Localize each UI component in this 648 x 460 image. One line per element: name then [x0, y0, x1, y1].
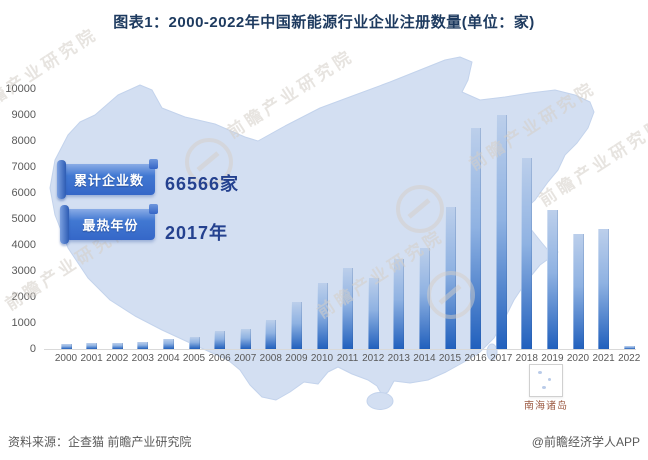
- bar-2015: [444, 207, 456, 349]
- x-tick-2001: 2001: [80, 353, 103, 364]
- y-tick-0: 0: [29, 343, 36, 355]
- bar-2012: [367, 278, 379, 349]
- x-tick-2017: 2017: [490, 353, 513, 364]
- x-tick-2016: 2016: [464, 353, 487, 364]
- x-tick-2009: 2009: [285, 353, 308, 364]
- y-tick-7000: 7000: [11, 161, 36, 173]
- bar-2016: [470, 128, 482, 349]
- bar-2007: [239, 329, 251, 349]
- y-tick-8000: 8000: [11, 135, 36, 147]
- chart-title: 图表1：2000-2022年中国新能源行业企业注册数量(单位：家): [113, 14, 535, 31]
- bar-2005: [188, 337, 200, 349]
- bar-2009: [290, 302, 302, 349]
- x-tick-2022: 2022: [618, 353, 641, 364]
- y-tick-5000: 5000: [11, 213, 36, 225]
- hainan-island: [366, 392, 394, 410]
- x-axis-line: [44, 349, 636, 350]
- x-tick-2000: 2000: [54, 353, 78, 364]
- bar-2017: [495, 115, 507, 349]
- credit-note: @前瞻经济学人APP: [531, 435, 640, 449]
- x-tick-2006: 2006: [208, 353, 231, 364]
- x-tick-2020: 2020: [566, 353, 590, 364]
- bar-2003: [137, 342, 149, 349]
- south-china-sea-label: 南海诸岛: [524, 401, 568, 412]
- x-tick-2004: 2004: [157, 353, 180, 364]
- x-tick-2008: 2008: [259, 353, 282, 364]
- bar-2006: [214, 331, 226, 349]
- hottest-year-ribbon: 最热年份: [60, 204, 158, 244]
- y-tick-10000: 10000: [5, 83, 36, 95]
- cumulative-count-ribbon: 累计企业数: [57, 159, 158, 199]
- y-tick-9000: 9000: [11, 109, 36, 121]
- bar-2001: [86, 343, 98, 349]
- south-china-sea-inset: [529, 364, 563, 397]
- x-tick-2013: 2013: [387, 353, 410, 364]
- bar-2013: [393, 259, 405, 349]
- cumulative-count-value: 66566家: [165, 174, 240, 194]
- y-tick-6000: 6000: [11, 187, 36, 199]
- bar-2019: [546, 210, 558, 349]
- y-tick-2000: 2000: [11, 291, 36, 303]
- bar-2021: [598, 229, 610, 349]
- data-source-note: 资料来源：企查猫 前瞻产业研究院: [8, 435, 192, 449]
- x-tick-2010: 2010: [310, 353, 334, 364]
- bar-2014: [418, 248, 430, 349]
- bar-2000: [60, 344, 72, 349]
- x-tick-2007: 2007: [234, 353, 257, 364]
- x-tick-2005: 2005: [182, 353, 206, 364]
- bar-2008: [265, 320, 277, 349]
- hottest-year-value: 2017年: [165, 223, 229, 243]
- x-tick-2011: 2011: [336, 353, 359, 364]
- x-tick-2018: 2018: [515, 353, 538, 364]
- bar-2011: [342, 268, 354, 349]
- cumulative-count-label: 累计企业数: [73, 173, 144, 188]
- x-tick-2002: 2002: [106, 353, 129, 364]
- y-tick-1000: 1000: [11, 317, 36, 329]
- bar-2018: [521, 158, 533, 349]
- x-tick-2003: 2003: [131, 353, 154, 364]
- x-tick-2015: 2015: [438, 353, 462, 364]
- y-tick-4000: 4000: [11, 239, 36, 251]
- x-tick-2012: 2012: [362, 353, 385, 364]
- x-tick-2021: 2021: [592, 353, 615, 364]
- bar-2020: [572, 234, 584, 349]
- bar-2004: [162, 339, 174, 349]
- x-tick-2019: 2019: [541, 353, 564, 364]
- hottest-year-label: 最热年份: [82, 218, 139, 233]
- bar-2002: [111, 343, 123, 349]
- taiwan-island: [486, 343, 498, 361]
- bar-2010: [316, 283, 328, 349]
- y-tick-3000: 3000: [11, 265, 36, 277]
- x-tick-2014: 2014: [413, 353, 436, 364]
- bar-2022: [623, 346, 635, 349]
